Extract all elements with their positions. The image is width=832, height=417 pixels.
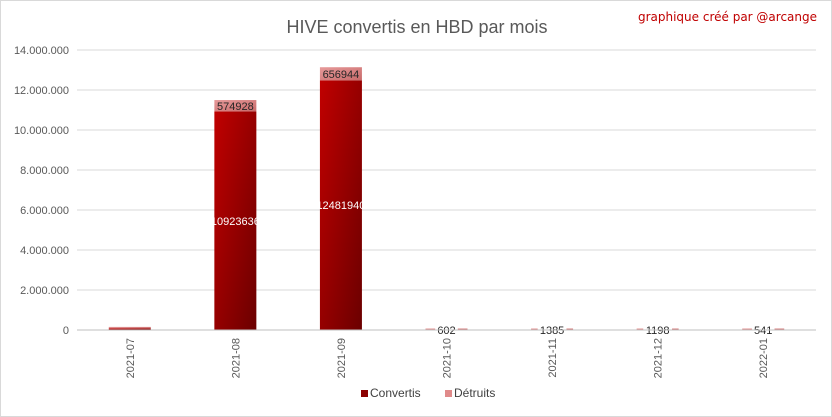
x-tick-label: 2021-08 [230, 338, 242, 378]
y-tick-label: 8.000.000 [20, 165, 69, 177]
x-tick-label: 2021-12 [653, 338, 665, 378]
legend-swatch [361, 390, 368, 397]
data-label-detruits: 574928 [217, 101, 254, 113]
x-tick-label: 2021-09 [336, 338, 348, 378]
bar-convertis [319, 80, 362, 330]
chart-title: HIVE convertis en HBD par mois [286, 17, 547, 37]
bar-convertis [108, 328, 151, 330]
y-tick-label: 12.000.000 [14, 85, 69, 97]
bars: 10923636 574928 12481940 656944 602 1385 1198 5… [108, 67, 785, 337]
chart-credit: graphique créé par @arcange [637, 10, 817, 24]
x-tick-label: 2021-07 [125, 338, 137, 378]
x-axis: 2021-07 2021-08 2021-09 2021-10 2021-11 2021-… [77, 329, 816, 378]
y-axis: 0 2.000.000 4.000.000 6.000.000 8.000.000 10.… [14, 45, 69, 337]
gridlines [77, 49, 816, 331]
y-tick-label: 14.000.000 [14, 45, 69, 57]
data-label-convertis: 12481940 [316, 200, 365, 212]
legend-label: Détruits [454, 386, 495, 400]
y-tick-label: 0 [63, 325, 69, 337]
y-tick-label: 2.000.000 [20, 285, 69, 297]
y-tick-label: 10.000.000 [14, 125, 69, 137]
legend-swatch [445, 390, 452, 397]
bar-detruits [214, 100, 257, 112]
legend-label: Convertis [370, 386, 421, 400]
data-label-detruits: 541 [754, 325, 772, 337]
x-tick-label: 2021-11 [547, 338, 559, 378]
bar-detruits [319, 67, 362, 81]
bar-convertis [214, 111, 257, 330]
data-label-detruits: 602 [437, 325, 455, 337]
x-tick-label: 2022-01 [758, 338, 770, 378]
data-label-detruits: 1385 [540, 325, 564, 337]
data-label-convertis: 10923636 [211, 216, 260, 228]
data-label-detruits: 1198 [646, 325, 670, 337]
y-tick-label: 6.000.000 [20, 205, 69, 217]
legend: Convertis Détruits [361, 386, 495, 400]
x-tick-label: 2021-10 [442, 338, 454, 378]
y-tick-label: 4.000.000 [20, 245, 69, 257]
data-label-detruits: 656944 [323, 69, 360, 81]
bar-detruits [108, 326, 151, 329]
